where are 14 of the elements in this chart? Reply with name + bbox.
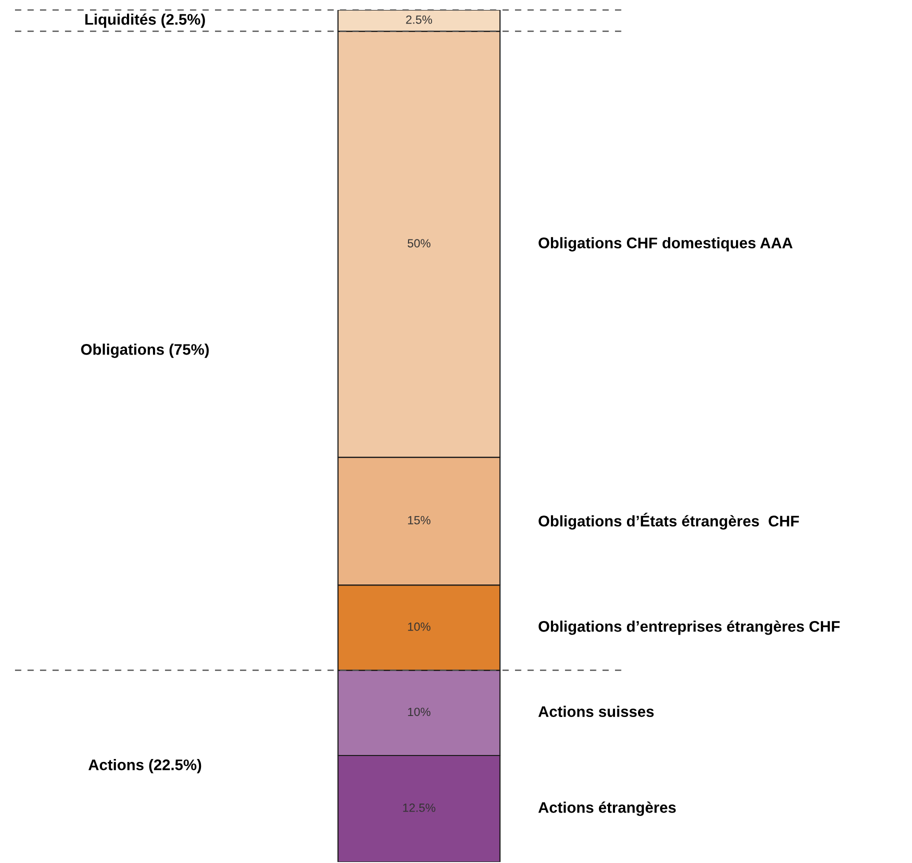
data-label: 10% (408, 622, 430, 631)
text: Actions étrangères (538, 802, 676, 816)
data-label: 50% (408, 239, 430, 248)
data-label: 12.5% (403, 804, 436, 812)
text: Actions suisses (538, 706, 654, 717)
text: Obligations d’entreprises étrangères CHF (538, 620, 840, 635)
text: Obligations d’États étrangères CHF (538, 512, 799, 530)
text: Actions (22.5%) (88, 759, 202, 774)
text: Obligations CHF domestiques AAA (538, 237, 793, 252)
data-label: 10% (408, 708, 430, 716)
text: Obligations (75%) (81, 344, 209, 358)
data-label: 2.5% (406, 15, 432, 24)
data-label: 15% (408, 516, 430, 524)
text: Liquidités (2.5%) (85, 13, 205, 28)
